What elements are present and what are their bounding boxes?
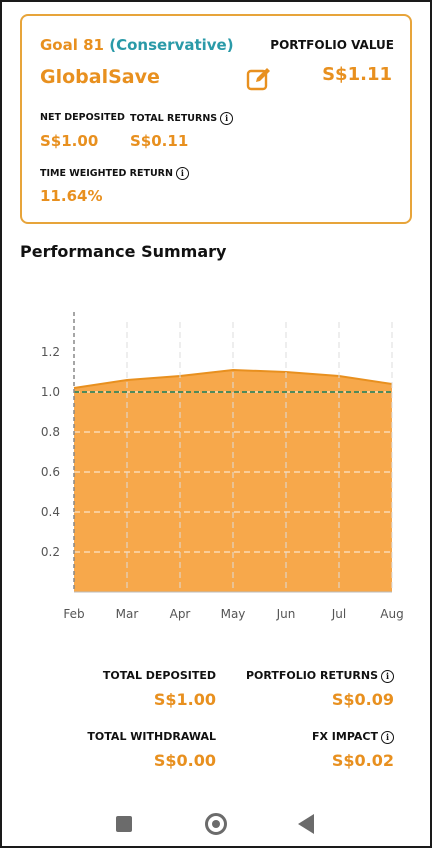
portfolio-returns-label-group: PORTFOLIO RETURNS i xyxy=(246,669,394,683)
total-withdrawal-value: S$0.00 xyxy=(153,751,216,770)
portfolio-returns-label: PORTFOLIO RETURNS xyxy=(245,669,378,682)
portfolio-value-label: PORTFOLIO VALUE xyxy=(270,38,394,52)
info-icon[interactable]: i xyxy=(381,669,394,683)
info-icon[interactable]: i xyxy=(381,730,394,744)
goal-card[interactable]: Goal 81 (Conservative) GlobalSave PORTFO… xyxy=(20,14,412,224)
total-withdrawal-label: TOTAL WITHDRAWAL xyxy=(87,730,216,743)
goal-title: Goal 81 (Conservative) xyxy=(40,36,234,54)
total-returns-label: TOTAL RETURNS xyxy=(130,113,218,124)
info-icon[interactable]: i xyxy=(220,112,234,125)
y-tick-label: 0.4 xyxy=(41,505,60,519)
section-title: Performance Summary xyxy=(20,242,227,261)
risk-profile: Conservative xyxy=(116,36,227,54)
net-deposited-label: NET DEPOSITED xyxy=(40,112,125,123)
x-tick-label: May xyxy=(221,607,246,621)
portfolio-returns-value: S$0.09 xyxy=(331,690,394,709)
x-tick-label: Feb xyxy=(63,607,84,621)
square-icon[interactable] xyxy=(116,816,132,832)
x-tick-label: Jun xyxy=(276,607,296,621)
total-deposited-value: S$1.00 xyxy=(153,690,216,709)
y-tick-label: 1.2 xyxy=(41,345,60,359)
area-fill xyxy=(74,370,392,592)
twr-label-group: TIME WEIGHTED RETURN i xyxy=(40,167,189,180)
performance-chart: 0.2 0.4 0.6 0.8 1.0 1.2 Feb Mar Apr May Jun Jul Aug xyxy=(41,312,404,621)
y-tick-label: 1.0 xyxy=(41,385,60,399)
fx-impact-label: FX IMPACT xyxy=(311,730,378,743)
triangle-back-icon[interactable] xyxy=(298,814,314,834)
x-tick-label: Jul xyxy=(331,607,346,621)
twr-value: 11.64% xyxy=(40,187,103,205)
risk-paren-close: ) xyxy=(226,36,234,54)
goal-name: GlobalSave xyxy=(40,66,160,88)
total-returns-label-group: TOTAL RETURNS i xyxy=(130,112,234,125)
portfolio-value: S$1.11 xyxy=(322,64,392,85)
x-tick-label: Aug xyxy=(380,607,403,621)
risk-paren-open: ( xyxy=(109,36,117,54)
net-deposited-value: S$1.00 xyxy=(40,132,99,150)
fx-impact-label-group: FX IMPACT i xyxy=(312,730,394,744)
total-deposited-label: TOTAL DEPOSITED xyxy=(102,669,216,682)
fx-impact-value: S$0.02 xyxy=(331,751,394,770)
twr-label: TIME WEIGHTED RETURN xyxy=(40,168,173,179)
circle-icon[interactable] xyxy=(205,813,227,835)
goal-label: Goal 81 xyxy=(40,36,104,54)
x-tick-label: Mar xyxy=(116,607,139,621)
edit-icon[interactable] xyxy=(246,66,272,92)
y-tick-label: 0.2 xyxy=(41,545,60,559)
y-tick-label: 0.6 xyxy=(41,465,60,479)
total-returns-value: S$0.11 xyxy=(130,132,189,150)
y-tick-label: 0.8 xyxy=(41,425,60,439)
info-icon[interactable]: i xyxy=(175,167,189,180)
x-tick-label: Apr xyxy=(170,607,191,621)
